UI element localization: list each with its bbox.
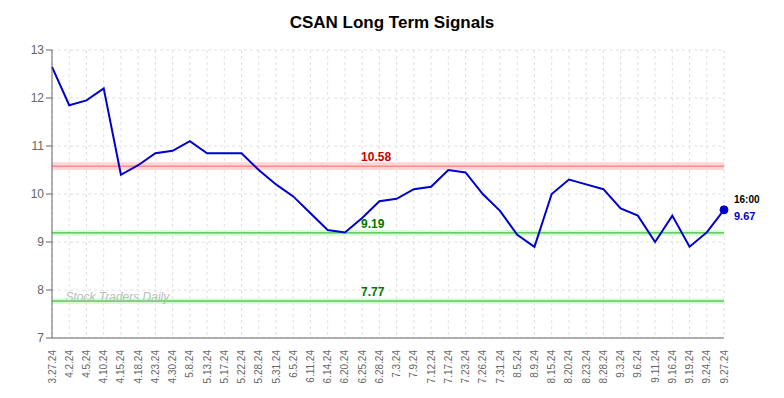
html-text:CSAN Long Term Signals: CSAN Long Term Signals xyxy=(289,13,495,32)
svg-text:8.23.24: 8.23.24 xyxy=(581,350,592,384)
svg-text:9.11.24: 9.11.24 xyxy=(650,350,661,383)
svg-text:8.20.24: 8.20.24 xyxy=(563,350,574,384)
svg-text:4.18.24: 4.18.24 xyxy=(133,350,144,384)
svg-text:4.30.24: 4.30.24 xyxy=(167,350,178,384)
svg-text:7.77: 7.77 xyxy=(361,285,385,299)
svg-text:9: 9 xyxy=(37,235,44,249)
svg-text:8.28.24: 8.28.24 xyxy=(598,350,609,384)
svg-text:5.22.24: 5.22.24 xyxy=(236,350,247,384)
svg-text:9.19.24: 9.19.24 xyxy=(684,350,695,384)
svg-text:4.5.24: 4.5.24 xyxy=(81,350,92,378)
svg-text:6.5.24: 6.5.24 xyxy=(288,350,299,378)
svg-text:6.14.24: 6.14.24 xyxy=(322,350,333,384)
svg-text:5.8.24: 5.8.24 xyxy=(184,350,195,378)
svg-text:12: 12 xyxy=(31,91,45,105)
svg-text:4.10.24: 4.10.24 xyxy=(98,350,109,384)
svg-text:10: 10 xyxy=(31,187,45,201)
svg-text:9.16.24: 9.16.24 xyxy=(667,350,678,384)
svg-text:7.26.24: 7.26.24 xyxy=(477,350,488,384)
svg-text:5.31.24: 5.31.24 xyxy=(271,350,282,384)
svg-text:5.17.24: 5.17.24 xyxy=(219,350,230,384)
svg-text:9.3.24: 9.3.24 xyxy=(615,350,626,378)
svg-text:9.19: 9.19 xyxy=(361,217,385,231)
svg-text:4.23.24: 4.23.24 xyxy=(150,350,161,384)
svg-text:9.67: 9.67 xyxy=(734,210,755,222)
svg-text:8.5.24: 8.5.24 xyxy=(512,350,523,378)
svg-text:6.11.24: 6.11.24 xyxy=(305,350,316,383)
svg-text:16:00: 16:00 xyxy=(734,194,760,205)
svg-text:5.28.24: 5.28.24 xyxy=(253,350,264,384)
svg-text:6.28.24: 6.28.24 xyxy=(374,350,385,384)
svg-text:3.27.24: 3.27.24 xyxy=(47,350,58,384)
svg-text:9.27.24: 9.27.24 xyxy=(719,350,730,384)
svg-text:7.3.24: 7.3.24 xyxy=(391,350,402,378)
svg-text:9.6.24: 9.6.24 xyxy=(632,350,643,378)
svg-text:10.58: 10.58 xyxy=(361,150,391,164)
svg-text:5.13.24: 5.13.24 xyxy=(202,350,213,384)
svg-text:13: 13 xyxy=(31,43,45,57)
svg-text:4.15.24: 4.15.24 xyxy=(115,350,126,384)
svg-text:8.9.24: 8.9.24 xyxy=(529,350,540,378)
html-text:Stock Traders Daily: Stock Traders Daily xyxy=(65,290,170,304)
svg-text:6.25.24: 6.25.24 xyxy=(357,350,368,384)
svg-text:11: 11 xyxy=(32,139,45,153)
svg-text:7.23.24: 7.23.24 xyxy=(460,350,471,384)
svg-text:8.15.24: 8.15.24 xyxy=(546,350,557,384)
svg-text:7.12.24: 7.12.24 xyxy=(426,350,437,384)
svg-text:8: 8 xyxy=(37,283,44,297)
svg-text:4.2.24: 4.2.24 xyxy=(64,350,75,378)
svg-text:7.17.24: 7.17.24 xyxy=(443,350,454,384)
svg-text:7: 7 xyxy=(37,331,44,345)
svg-text:7.31.24: 7.31.24 xyxy=(495,350,506,384)
svg-text:6.20.24: 6.20.24 xyxy=(339,350,350,384)
svg-text:9.24.24: 9.24.24 xyxy=(701,350,712,384)
svg-text:7.9.24: 7.9.24 xyxy=(408,350,419,378)
